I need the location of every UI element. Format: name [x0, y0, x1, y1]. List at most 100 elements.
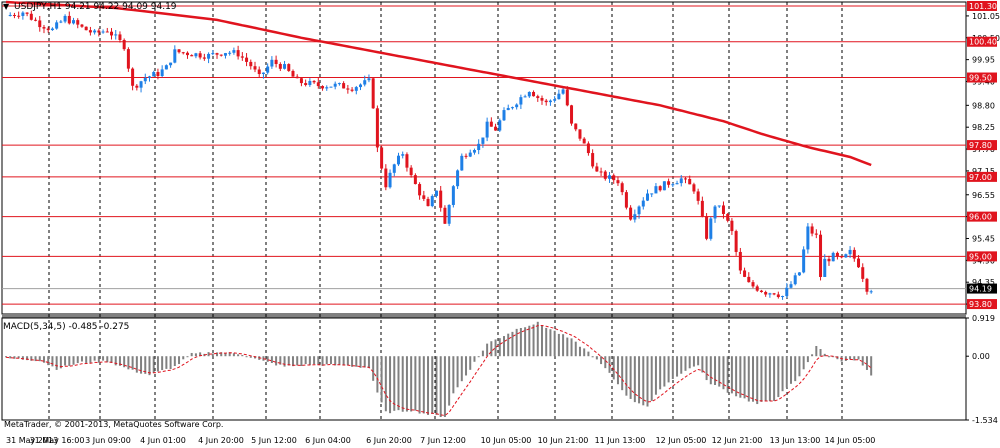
candle-body [266, 66, 270, 73]
candle-body [692, 184, 696, 192]
macd-histogram-bar [76, 356, 79, 364]
dropdown-triangle-icon[interactable]: ▼ [3, 2, 10, 11]
candle-body [211, 53, 215, 55]
candle-body [793, 275, 797, 285]
candle-body [751, 282, 755, 287]
candle-body [439, 190, 443, 208]
candle-body [743, 270, 747, 277]
candle-body [447, 204, 451, 224]
macd-histogram-bar [498, 338, 501, 357]
candle-body [667, 181, 671, 185]
candle-body [367, 78, 371, 81]
macd-histogram-bar [156, 356, 159, 372]
macd-histogram-bar [667, 356, 670, 383]
candle-body [608, 175, 612, 179]
candle-body [759, 290, 763, 292]
macd-histogram-bar [317, 356, 320, 365]
macd-histogram-bar [165, 356, 168, 369]
macd-histogram-bar [477, 356, 480, 358]
macd-histogram-bar [452, 356, 455, 394]
candle-body [764, 291, 768, 295]
candle-body [396, 155, 400, 165]
candle-body [25, 12, 29, 14]
candle-body [46, 28, 50, 31]
macd-y-tick-label: 0.00 [972, 352, 990, 361]
macd-histogram-bar [515, 328, 518, 357]
x-tick-label: 6 Jun 20:00 [366, 436, 412, 445]
macd-histogram-bar [266, 356, 269, 362]
candle-body [401, 154, 405, 156]
candle-body [468, 152, 472, 157]
macd-histogram-bar [503, 336, 506, 357]
x-tick-label: 10 Jun 05:00 [481, 436, 532, 445]
candle-body [532, 91, 536, 97]
macd-histogram-bar [553, 330, 556, 357]
macd-histogram-bar [676, 356, 679, 377]
macd-histogram-bar [47, 356, 50, 366]
macd-histogram-bar [34, 356, 37, 362]
candle-body [515, 104, 519, 108]
candle-body [717, 205, 721, 207]
macd-pane-frame [1, 317, 967, 421]
candle-body [629, 207, 633, 220]
candle-body [59, 21, 63, 23]
candle-body [173, 49, 177, 63]
candle-body [371, 78, 375, 109]
candle-body [67, 15, 71, 24]
candle-body [713, 206, 717, 219]
candle-body [270, 59, 274, 67]
current-price-label: 94.19 [969, 285, 992, 294]
candle-body [840, 256, 844, 258]
candle-body [202, 57, 206, 59]
macd-histogram-bar [216, 352, 219, 357]
macd-histogram-bar [51, 356, 54, 367]
macd-histogram-bar [625, 356, 628, 396]
macd-histogram-bar [697, 356, 700, 366]
macd-histogram-bar [473, 356, 476, 362]
candle-body [527, 91, 531, 97]
candle-body [540, 98, 544, 101]
x-tick-label: 5 Jun 12:00 [251, 436, 297, 445]
price-level-tag [967, 0, 997, 11]
macd-histogram-bar [110, 356, 113, 363]
macd-histogram-bar [739, 356, 742, 398]
candle-body [380, 147, 384, 169]
candle-body [114, 34, 118, 36]
candle-body [304, 83, 308, 85]
candle-body [620, 183, 624, 193]
macd-histogram-bar [595, 356, 598, 360]
candle-body [586, 143, 590, 154]
candle-body [55, 22, 59, 29]
macd-histogram-bar [245, 356, 248, 358]
x-tick-label: 4 Jun 20:00 [198, 436, 244, 445]
candle-body [21, 12, 25, 16]
candle-body [709, 218, 713, 239]
candle-body [295, 76, 299, 79]
candle-body [810, 226, 814, 234]
macd-histogram-bar [30, 356, 33, 361]
price-level-tag [967, 171, 997, 182]
candle-body [544, 100, 548, 103]
macd-histogram-bar [97, 356, 100, 363]
macd-histogram-bar [773, 356, 776, 401]
macd-histogram-bar [465, 356, 468, 376]
candle-body [451, 186, 455, 205]
candle-body [443, 207, 447, 224]
candle-body [388, 172, 392, 188]
candle-body [29, 13, 33, 20]
macd-histogram-bar [418, 356, 421, 414]
candle-body [789, 284, 793, 288]
candle-body [460, 155, 464, 171]
macd-histogram-bar [481, 350, 484, 357]
macd-histogram-bar [13, 356, 16, 359]
candle-body [831, 252, 835, 262]
candle-body [253, 66, 257, 70]
macd-histogram-bar [80, 356, 83, 362]
candle-body [869, 291, 873, 293]
candle-body [679, 178, 683, 184]
macd-histogram-bar [832, 356, 835, 358]
candle-body [675, 183, 679, 185]
candle-body [633, 214, 637, 220]
macd-histogram-bar [199, 352, 202, 357]
